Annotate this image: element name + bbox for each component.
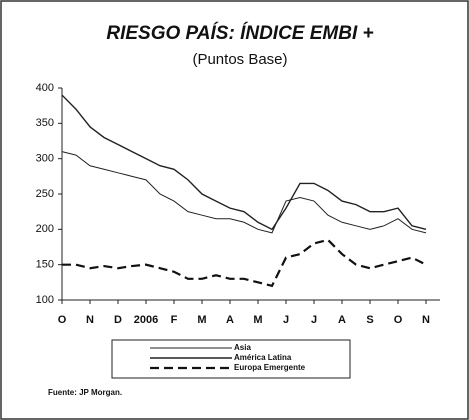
legend-label: América Latina bbox=[234, 353, 292, 362]
y-tick-label: 400 bbox=[36, 82, 54, 94]
line-series bbox=[61, 94, 427, 231]
legend-label: Europa Emergente bbox=[234, 363, 306, 372]
chart-subtitle: (Puntos Base) bbox=[192, 51, 287, 68]
y-tick-label: 300 bbox=[36, 153, 54, 165]
y-tick-label: 250 bbox=[36, 188, 54, 200]
x-tick-label: M bbox=[253, 314, 262, 326]
x-tick-label: D bbox=[114, 314, 122, 326]
x-tick-label: J bbox=[311, 314, 317, 326]
x-tick-label: O bbox=[394, 314, 403, 326]
legend-box bbox=[111, 339, 351, 379]
line-series bbox=[61, 151, 427, 234]
x-tick-label: N bbox=[422, 314, 430, 326]
y-tick-label: 150 bbox=[36, 259, 54, 271]
x-tick-label: 2006 bbox=[134, 314, 158, 326]
x-tick-label: A bbox=[338, 314, 346, 326]
x-tick-label: S bbox=[366, 314, 373, 326]
chart-title: RIESGO PAÍS: ÍNDICE EMBI + bbox=[106, 22, 373, 44]
legend-label: Asia bbox=[234, 343, 251, 352]
x-tick-label: F bbox=[171, 314, 178, 326]
source: Fuente: JP Morgan. bbox=[48, 388, 122, 397]
line-series bbox=[62, 238, 427, 288]
x-tick-label: N bbox=[86, 314, 94, 326]
y-tick-label: 100 bbox=[36, 294, 54, 306]
x-tick-label: O bbox=[58, 314, 67, 326]
x-tick-label: A bbox=[226, 314, 234, 326]
x-tick-label: J bbox=[283, 314, 289, 326]
y-tick-label: 200 bbox=[36, 223, 54, 235]
y-tick-label: 350 bbox=[36, 117, 54, 129]
x-tick-label: M bbox=[197, 314, 206, 326]
